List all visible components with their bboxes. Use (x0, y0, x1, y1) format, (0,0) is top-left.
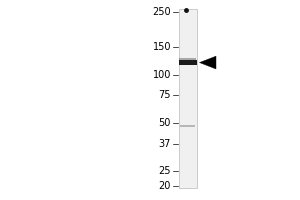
Text: 100: 100 (153, 70, 171, 80)
Bar (178, 60, 196, 65)
Text: 150: 150 (152, 42, 171, 52)
Text: 25: 25 (158, 166, 171, 176)
Text: 75: 75 (158, 90, 171, 100)
Bar (178, 9, 196, 188)
Polygon shape (200, 56, 216, 69)
Bar (179, 58, 196, 60)
Bar (180, 125, 195, 127)
Text: 37: 37 (159, 139, 171, 149)
Text: 250: 250 (152, 7, 171, 17)
Text: 50: 50 (159, 118, 171, 128)
Text: 20: 20 (159, 181, 171, 191)
